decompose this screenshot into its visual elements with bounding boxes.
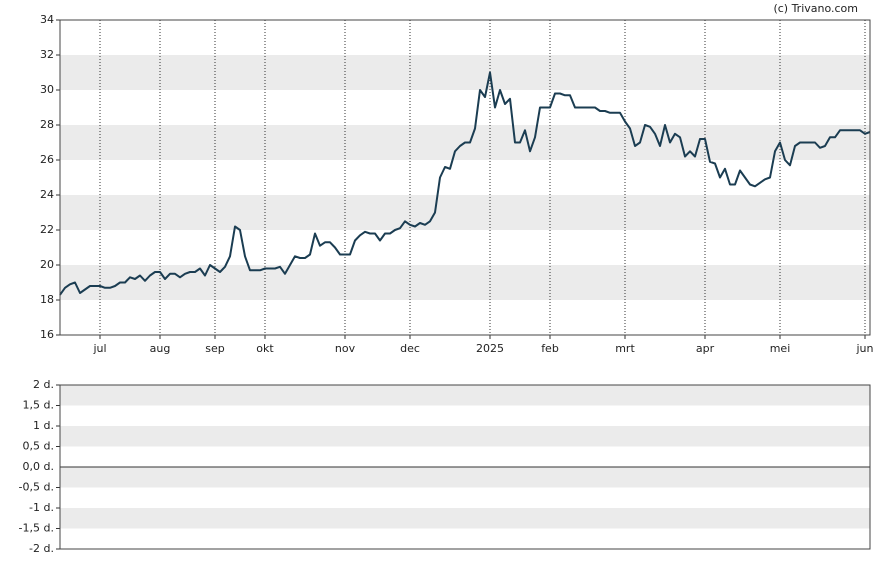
x-tick-label: jun (856, 342, 874, 355)
x-tick-label: sep (205, 342, 224, 355)
y-tick-label: 0,5 d. (23, 440, 54, 453)
y-tick-label: 1,5 d. (23, 399, 54, 412)
y-tick-label: 26 (40, 153, 54, 166)
x-tick-label: dec (400, 342, 420, 355)
y-tick-label: -1,5 d. (19, 522, 54, 535)
grid-band (60, 265, 870, 300)
credit: (c) Trivano.com (773, 2, 858, 15)
x-tick-label: mrt (615, 342, 635, 355)
grid-band (60, 508, 870, 529)
y-tick-label: 2 d. (33, 378, 54, 391)
grid-band (60, 467, 870, 488)
y-tick-label: -0,5 d. (19, 481, 54, 494)
y-tick-label: -1 d. (29, 501, 54, 514)
grid-band (60, 426, 870, 447)
y-tick-label: 28 (40, 118, 54, 131)
x-tick-label: apr (696, 342, 715, 355)
grid-band (60, 385, 870, 406)
x-tick-label: nov (335, 342, 356, 355)
x-tick-label: aug (150, 342, 171, 355)
y-tick-label: 16 (40, 328, 54, 341)
y-tick-label: 1 d. (33, 419, 54, 432)
x-tick-label: 2025 (476, 342, 504, 355)
plot-border (59, 19, 871, 336)
x-tick-label: feb (541, 342, 559, 355)
grid-band (60, 55, 870, 90)
x-tick-label: okt (256, 342, 274, 355)
y-tick-label: 18 (40, 293, 54, 306)
y-tick-label: 24 (40, 188, 54, 201)
plot-border (59, 384, 871, 550)
y-tick-label: 34 (40, 13, 54, 26)
x-tick-label: jul (92, 342, 106, 355)
y-tick-label: 32 (40, 48, 54, 61)
y-tick-label: 22 (40, 223, 54, 236)
x-tick-label: mei (770, 342, 791, 355)
y-tick-label: 30 (40, 83, 54, 96)
price-line (59, 71, 871, 296)
y-tick-label: 0,0 d. (23, 460, 54, 473)
y-tick-label: 20 (40, 258, 54, 271)
grid-band (60, 195, 870, 230)
y-tick-label: -2 d. (29, 542, 54, 555)
